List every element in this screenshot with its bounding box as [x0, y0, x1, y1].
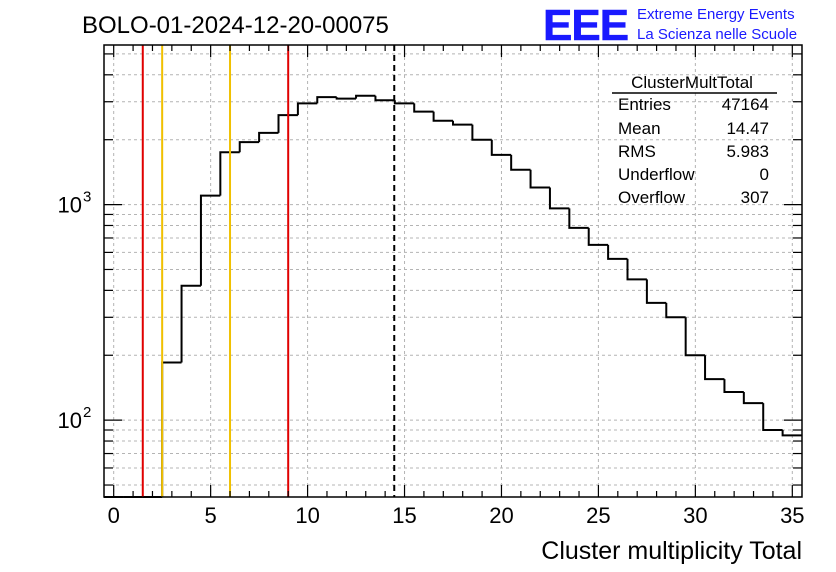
- stats-value-entries: 47164: [722, 95, 769, 114]
- histogram-bin: [413, 103, 434, 113]
- histogram-bin: [393, 100, 415, 105]
- histogram-bin: [762, 403, 783, 432]
- histogram-bin: [335, 97, 357, 100]
- plot-frame: [103, 44, 803, 498]
- histogram-bin: [529, 169, 550, 189]
- stats-label-entries: Entries: [618, 95, 671, 114]
- histogram-bin: [607, 244, 628, 260]
- x-tick-label: 5: [205, 503, 217, 528]
- histogram-bin: [645, 279, 667, 304]
- histogram-bin: [587, 227, 609, 246]
- histogram-bin: [316, 96, 337, 104]
- stats-label-overflow: Overflow: [618, 188, 686, 207]
- stats-value-overflow: 307: [741, 188, 769, 207]
- histogram-bin: [548, 187, 570, 210]
- histogram-bin: [723, 379, 744, 394]
- stats-name: ClusterMultTotal: [631, 73, 753, 92]
- x-tick-label: 20: [489, 503, 513, 528]
- histogram-bin: [626, 258, 647, 281]
- logo-line-2: La Scienza nelle Scuole: [637, 26, 797, 43]
- logo-line-1: Extreme Energy Events: [637, 6, 795, 23]
- marker-lines: [141, 45, 396, 497]
- y-tick-label: 10: [58, 193, 82, 218]
- stats-label-mean: Mean: [618, 119, 661, 138]
- chart-title: BOLO-01-2024-12-20-00075: [82, 12, 389, 39]
- histogram-bin: [684, 317, 706, 357]
- histogram-bin: [452, 120, 473, 126]
- histogram-bin: [238, 141, 260, 153]
- eee-logo: EEE: [543, 1, 628, 50]
- stats-value-mean: 14.47: [726, 119, 769, 138]
- x-axis-label: Cluster multiplicity Total: [541, 537, 802, 565]
- axes: [103, 44, 803, 498]
- x-tick-label: 0: [108, 503, 120, 528]
- histogram-bin: [471, 124, 492, 141]
- histogram-bin: [510, 154, 531, 171]
- histogram-bin: [432, 111, 453, 122]
- stats-box: ClusterMultTotal Entries 47164 Mean 14.4…: [612, 73, 777, 207]
- histogram-bin: [180, 284, 201, 363]
- histogram-bin: [258, 131, 279, 143]
- y-tick-exponent: 2: [83, 404, 91, 421]
- histogram-bin: [296, 102, 318, 116]
- histogram-bin: [277, 114, 298, 133]
- grid-layer: [104, 45, 802, 497]
- histogram-bin: [355, 94, 376, 99]
- stats-value-underflow: 0: [760, 165, 769, 184]
- x-tick-label: 10: [295, 503, 319, 528]
- histogram-bin: [742, 392, 764, 405]
- histogram-bin: [665, 302, 686, 319]
- stats-label-underflow: Underflow: [618, 165, 695, 184]
- histogram-bin: [199, 194, 221, 286]
- histogram-bin: [374, 95, 395, 102]
- y-tick-label: 10: [58, 408, 82, 433]
- histogram-bin: [781, 430, 802, 437]
- stats-value-rms: 5.983: [726, 142, 769, 161]
- histogram-bars: [104, 94, 802, 498]
- histogram-bin: [568, 208, 589, 229]
- x-tick-label: 25: [586, 503, 610, 528]
- x-tick-label: 30: [683, 503, 707, 528]
- stats-label-rms: RMS: [618, 142, 656, 161]
- x-tick-label: 35: [780, 503, 804, 528]
- histogram-bin: [490, 139, 512, 156]
- y-tick-exponent: 3: [83, 189, 91, 206]
- histogram-bin: [704, 355, 725, 381]
- x-tick-label: 15: [392, 503, 416, 528]
- histogram-bin: [219, 151, 240, 196]
